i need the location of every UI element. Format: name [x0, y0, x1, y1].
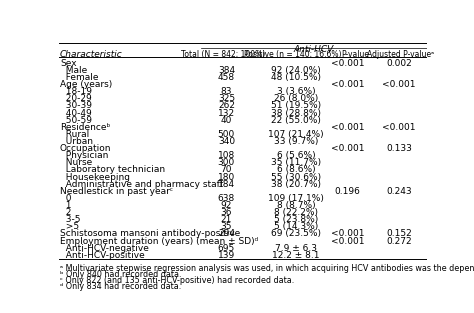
Text: 12.2 ± 8.1: 12.2 ± 8.1	[273, 251, 320, 260]
Text: 0.133: 0.133	[386, 144, 412, 153]
Text: 5 (23.8%): 5 (23.8%)	[274, 215, 319, 224]
Text: 3-5: 3-5	[60, 215, 81, 224]
Text: ᶜ Only 822 (and 135 anti-HCV-positive) had recorded data.: ᶜ Only 822 (and 135 anti-HCV-positive) h…	[60, 276, 294, 285]
Text: 3 (3.6%): 3 (3.6%)	[277, 87, 316, 96]
Text: 325: 325	[218, 94, 235, 103]
Text: <0.001: <0.001	[331, 80, 365, 89]
Text: 109 (17.1%): 109 (17.1%)	[268, 194, 324, 203]
Text: ᵃ Multivariate stepwise regression analysis was used, in which acquiring HCV ant: ᵃ Multivariate stepwise regression analy…	[60, 264, 474, 273]
Text: <0.001: <0.001	[383, 80, 416, 89]
Text: 6 (8.6%): 6 (8.6%)	[277, 165, 316, 174]
Text: Needlestick in past yearᶜ: Needlestick in past yearᶜ	[60, 187, 173, 196]
Text: Physician: Physician	[60, 151, 109, 160]
Text: Occupation: Occupation	[60, 144, 111, 153]
Text: <0.001: <0.001	[331, 144, 365, 153]
Text: Adjusted P-valueᵃ: Adjusted P-valueᵃ	[367, 50, 435, 59]
Text: 40-49: 40-49	[60, 109, 92, 118]
Text: 0.196: 0.196	[335, 187, 361, 196]
Text: Total (N = 842; 100%): Total (N = 842; 100%)	[181, 50, 265, 59]
Text: Male: Male	[60, 66, 87, 75]
Text: 500: 500	[218, 130, 235, 139]
Text: Housekeeping: Housekeeping	[60, 172, 130, 182]
Text: 50-59: 50-59	[60, 115, 92, 125]
Text: 695: 695	[218, 244, 235, 253]
Text: <0.001: <0.001	[331, 237, 365, 245]
Text: Age (years): Age (years)	[60, 80, 112, 89]
Text: 7.9 ± 6.3: 7.9 ± 6.3	[275, 244, 317, 253]
Text: ᵈ Only 834 had recorded data.: ᵈ Only 834 had recorded data.	[60, 282, 181, 291]
Text: 1: 1	[60, 201, 72, 210]
Text: Urban: Urban	[60, 137, 93, 146]
Text: 22 (55.0%): 22 (55.0%)	[271, 115, 321, 125]
Text: 132: 132	[218, 109, 235, 118]
Text: 33 (9.7%): 33 (9.7%)	[274, 137, 319, 146]
Text: 139: 139	[218, 251, 235, 260]
Text: 35: 35	[220, 222, 232, 231]
Text: 35 (11.7%): 35 (11.7%)	[271, 158, 321, 167]
Text: 8 (8.7%): 8 (8.7%)	[277, 201, 316, 210]
Text: 0.243: 0.243	[386, 187, 412, 196]
Text: Laboratory technician: Laboratory technician	[60, 165, 165, 174]
Text: Employment duration (years) (mean ± SD)ᵈ: Employment duration (years) (mean ± SD)ᵈ	[60, 237, 258, 245]
Text: 2: 2	[60, 208, 72, 217]
Text: ᵇ Only 840 had recorded data.: ᵇ Only 840 had recorded data.	[60, 270, 182, 279]
Text: Administrative and pharmacy staff: Administrative and pharmacy staff	[60, 180, 223, 189]
Text: 8 (22.2%): 8 (22.2%)	[274, 208, 318, 217]
Text: 40: 40	[221, 115, 232, 125]
Text: <0.001: <0.001	[331, 59, 365, 68]
Text: 83: 83	[220, 87, 232, 96]
Text: 184: 184	[218, 180, 235, 189]
Text: 92: 92	[221, 201, 232, 210]
Text: >5: >5	[60, 222, 79, 231]
Text: 0.272: 0.272	[386, 237, 412, 245]
Text: 21: 21	[221, 215, 232, 224]
Text: 458: 458	[218, 73, 235, 82]
Text: 638: 638	[218, 194, 235, 203]
Text: 30-39: 30-39	[60, 101, 92, 110]
Text: Anti-HCV: Anti-HCV	[293, 45, 334, 54]
Text: 300: 300	[218, 158, 235, 167]
Text: Rural: Rural	[60, 130, 89, 139]
Text: 48 (10.5%): 48 (10.5%)	[271, 73, 321, 82]
Text: Schistosoma mansoni antibody-positive: Schistosoma mansoni antibody-positive	[60, 229, 240, 239]
Text: 55 (30.6%): 55 (30.6%)	[271, 172, 321, 182]
Text: 0.002: 0.002	[386, 59, 412, 68]
Text: 92 (24.0%): 92 (24.0%)	[271, 66, 321, 75]
Text: Characteristic: Characteristic	[60, 50, 123, 59]
Text: Anti-HCV-negative: Anti-HCV-negative	[60, 244, 149, 253]
Text: 0: 0	[60, 194, 72, 203]
Text: <0.001: <0.001	[331, 123, 365, 132]
Text: 180: 180	[218, 172, 235, 182]
Text: 36: 36	[220, 208, 232, 217]
Text: 6 (5.6%): 6 (5.6%)	[277, 151, 316, 160]
Text: 70: 70	[220, 165, 232, 174]
Text: 38 (20.7%): 38 (20.7%)	[271, 180, 321, 189]
Text: 340: 340	[218, 137, 235, 146]
Text: 51 (19.5%): 51 (19.5%)	[271, 101, 321, 110]
Text: P-value: P-value	[341, 50, 369, 59]
Text: 262: 262	[218, 101, 235, 110]
Text: Sex: Sex	[60, 59, 77, 68]
Text: 26 (8.0%): 26 (8.0%)	[274, 94, 319, 103]
Text: Nurse: Nurse	[60, 158, 92, 167]
Text: <0.001: <0.001	[383, 123, 416, 132]
Text: 108: 108	[218, 151, 235, 160]
Text: Female: Female	[60, 73, 99, 82]
Text: 107 (21.4%): 107 (21.4%)	[268, 130, 324, 139]
Text: 38 (28.8%): 38 (28.8%)	[271, 109, 321, 118]
Text: Residenceᵇ: Residenceᵇ	[60, 123, 110, 132]
Text: <0.001: <0.001	[331, 229, 365, 239]
Text: 294: 294	[218, 229, 235, 239]
Text: 384: 384	[218, 66, 235, 75]
Text: 18-19: 18-19	[60, 87, 92, 96]
Text: 5 (14.3%): 5 (14.3%)	[274, 222, 319, 231]
Text: Anti-HCV-positive: Anti-HCV-positive	[60, 251, 145, 260]
Text: Positive (n = 140; 16.6%): Positive (n = 140; 16.6%)	[244, 50, 341, 59]
Text: 20-29: 20-29	[60, 94, 92, 103]
Text: 0.152: 0.152	[386, 229, 412, 239]
Text: 69 (23.5%): 69 (23.5%)	[271, 229, 321, 239]
